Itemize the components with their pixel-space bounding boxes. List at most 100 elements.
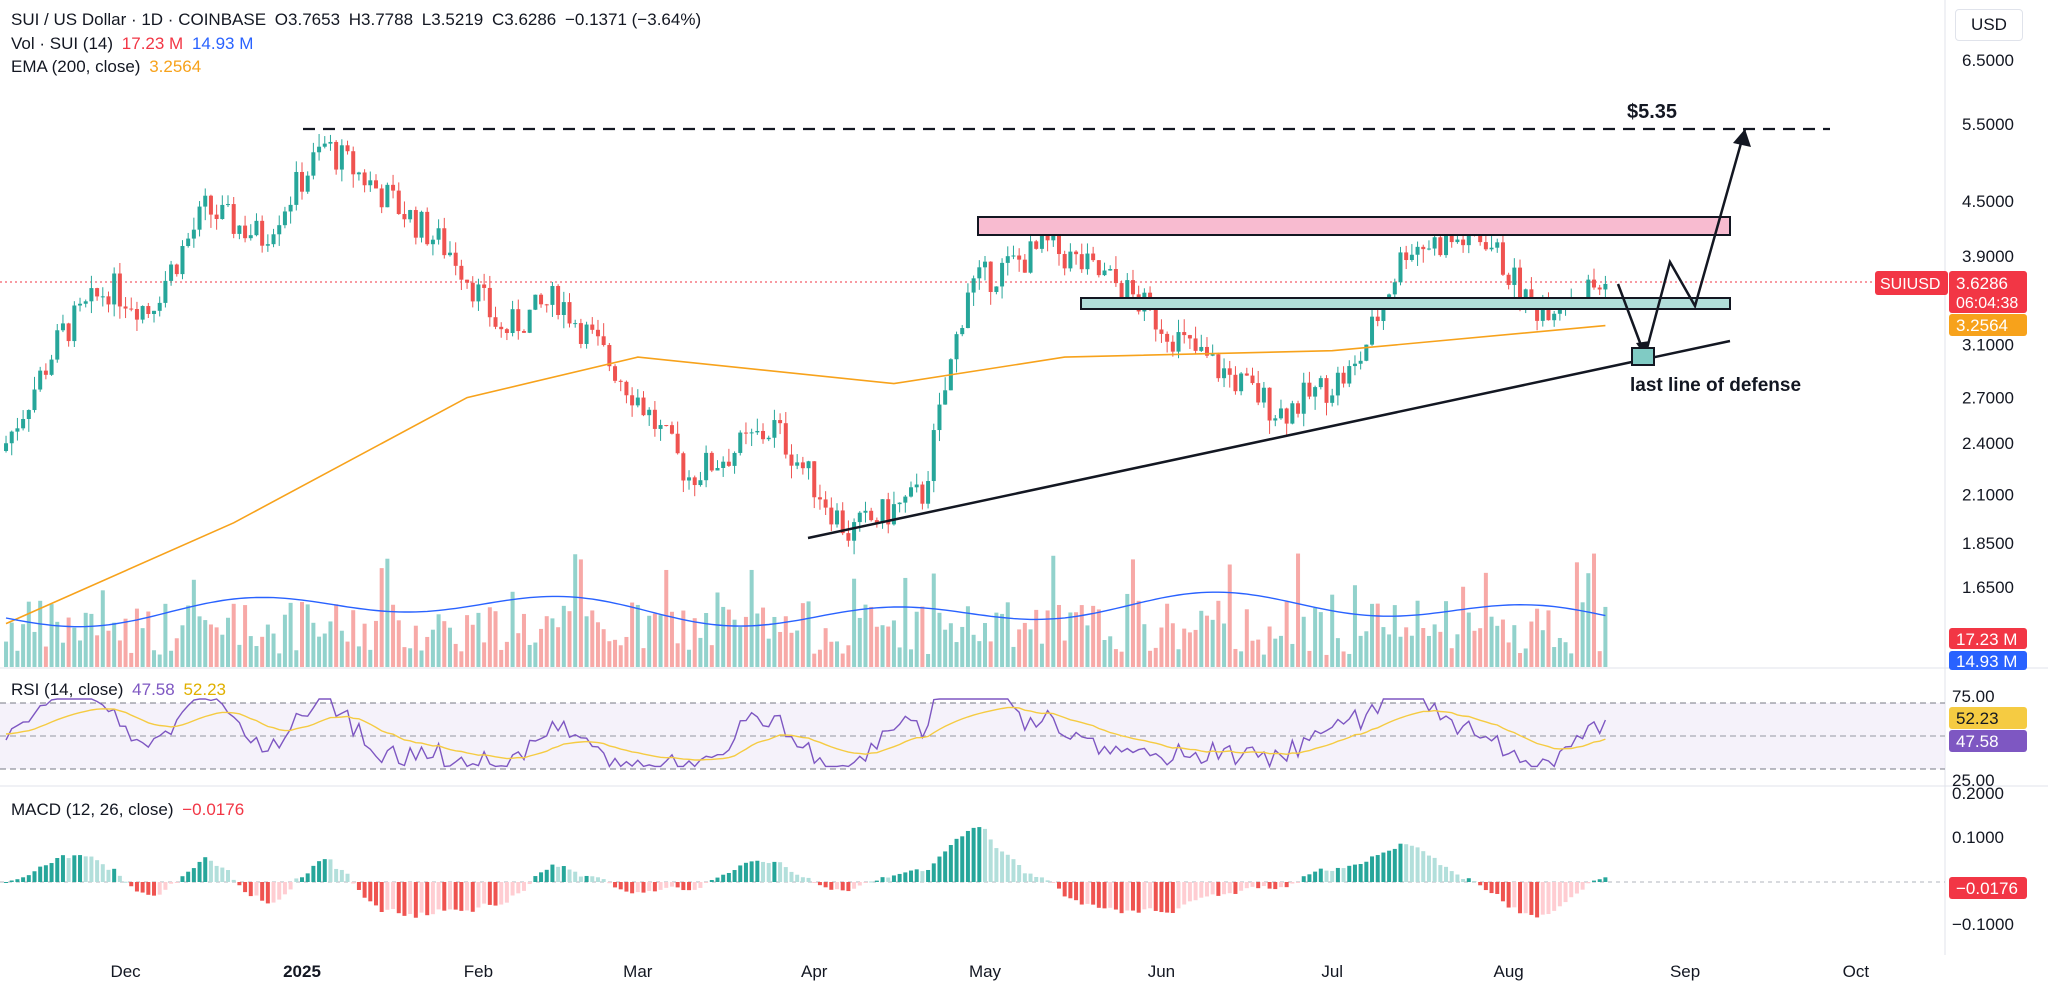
candle-body [1375,316,1380,322]
volume-bar [55,621,60,667]
volume-bar [482,642,487,667]
candle-body [1051,233,1056,241]
volume-legend-label[interactable]: Vol · SUI (14) [11,34,114,53]
candle-body [1068,251,1073,269]
volume-bar [1330,594,1335,667]
support-zone[interactable] [1080,297,1731,310]
volume-bar [95,635,100,667]
projection-path[interactable] [1616,128,1747,361]
macd-tick-0.1: 0.1000 [1952,828,2004,847]
candle-body [1552,313,1557,321]
volume-bar [909,649,914,667]
volume-bar [1091,605,1096,667]
volume-bar [721,606,726,667]
macd-bar [624,882,629,892]
macd-bar [55,858,60,882]
macd-bar [311,865,316,882]
candle-body [544,304,549,306]
volume-bar [800,603,805,667]
volume-bar [1051,555,1056,667]
candle-body [1056,233,1061,255]
ascending-trendline[interactable] [807,339,1731,540]
macd-bar [761,861,766,882]
volume-bar [1421,628,1426,667]
volume-bar [823,628,828,667]
volume-bar [1483,572,1488,667]
volume-bar [220,634,225,667]
volume-bar [835,641,840,667]
candle-body [1204,346,1209,356]
volume-bar [943,629,948,667]
macd-bar [772,861,777,882]
macd-bar [652,882,657,892]
candle-body [60,323,65,331]
candle-body [937,404,942,431]
volume-bar [1404,627,1409,667]
volume-bar [914,611,919,667]
volume-bar [1125,593,1130,667]
volume-bar [112,622,117,667]
macd-bar [726,872,731,882]
candle-body [1455,239,1460,243]
candle-body [220,204,225,220]
macd-tick-minus-0.1: −0.1000 [1952,915,2014,934]
macd-bar [482,882,487,904]
candle-body [1324,378,1329,403]
volume-bar [476,612,481,667]
macd-bar [1108,882,1113,908]
macd-bar [430,882,435,915]
symbol-title[interactable]: SUI / US Dollar · 1D · COINBASE [11,10,267,29]
high-value: 3.7788 [361,10,414,29]
macd-bar [983,828,987,882]
candle-body [43,370,48,375]
candle-body [1108,269,1113,271]
macd-bar [1091,882,1096,905]
candle-body [1546,305,1551,321]
volume-bar [1409,635,1414,667]
volume-bar [197,616,202,667]
macd-bar [527,882,532,885]
volume-bar [66,617,71,667]
volume-bar [317,636,322,667]
candle-body [214,214,219,220]
ema-legend-label[interactable]: EMA (200, close) [11,57,141,76]
candle-body [738,432,743,453]
volume-bar [880,625,885,667]
macd-bar [590,876,595,882]
macd-bar [1540,882,1545,915]
macd-bar [391,882,396,909]
volume-bar [1592,553,1597,667]
volume-bar [1239,651,1244,667]
macd-bar [1017,865,1022,882]
candle-body [379,188,384,208]
candle-body [351,151,356,175]
volume-bar [994,612,999,667]
macd-legend-label[interactable]: MACD (12, 26, close) [11,800,174,819]
volume-bar [379,568,384,667]
macd-bar [595,877,600,882]
currency-button[interactable]: USD [1955,9,2023,41]
macd-bar [1586,882,1591,884]
volume-bar [1187,632,1192,667]
candle-body [886,499,891,525]
support-target-box[interactable] [1631,347,1655,366]
candle-body [1261,387,1266,403]
volume-bar [903,577,908,667]
candle-body [487,287,492,318]
rsi-legend-label[interactable]: RSI (14, close) [11,680,124,699]
macd-bar [1005,854,1010,882]
low-value: 3.5219 [431,10,484,29]
volume-bar [1426,635,1431,667]
macd-bar [1159,882,1164,913]
volume-bar [698,637,703,667]
macd-bar [567,869,572,882]
macd-bar [1216,882,1221,896]
volume-bar [1062,640,1067,667]
volume-bar [391,604,396,667]
candle-body [32,389,37,411]
macd-bar [277,882,282,900]
resistance-zone[interactable] [977,216,1731,236]
volume-bar [869,606,874,667]
macd-bar [948,845,953,882]
